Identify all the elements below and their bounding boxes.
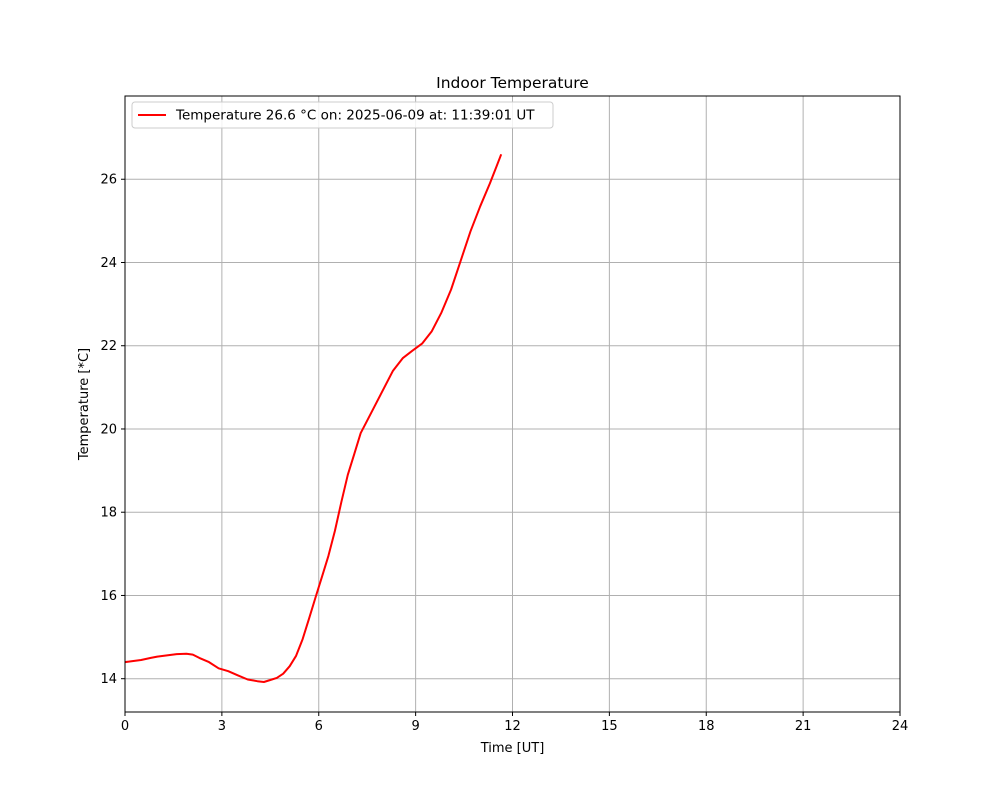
x-tick-label: 0 <box>121 719 129 734</box>
x-tick-label: 18 <box>698 719 715 734</box>
y-tick-label: 16 <box>100 589 117 604</box>
x-tick-label: 15 <box>601 719 618 734</box>
y-tick-label: 22 <box>100 339 117 354</box>
y-axis-label: Temperature [*C] <box>77 348 92 461</box>
x-tick-label: 6 <box>315 719 323 734</box>
x-tick-label: 24 <box>892 719 909 734</box>
legend-label: Temperature 26.6 °C on: 2025-06-09 at: 1… <box>175 108 535 124</box>
legend-box <box>131 101 554 129</box>
y-tick-label: 20 <box>100 422 117 437</box>
axis-ticks: 0 3 6 9 12 15 18 21 24 14 16 18 20 22 24 26 <box>100 173 908 734</box>
legend: Temperature 26.6 °C on: 2025-06-09 at: 1… <box>131 101 554 129</box>
x-tick-label: 12 <box>504 719 521 734</box>
x-axis-label: Time [UT] <box>480 741 545 756</box>
y-tick-label: 26 <box>100 173 117 188</box>
y-tick-label: 14 <box>100 672 117 687</box>
y-tick-label: 18 <box>100 506 117 521</box>
grid-lines <box>124 96 901 712</box>
x-tick-label: 9 <box>411 719 419 734</box>
y-tick-label: 24 <box>100 256 117 271</box>
x-tick-label: 3 <box>218 719 226 734</box>
temperature-series-line <box>124 153 503 683</box>
x-tick-label: 21 <box>795 719 812 734</box>
chart-title: Indoor Temperature <box>436 74 589 92</box>
series-layer <box>124 153 503 683</box>
